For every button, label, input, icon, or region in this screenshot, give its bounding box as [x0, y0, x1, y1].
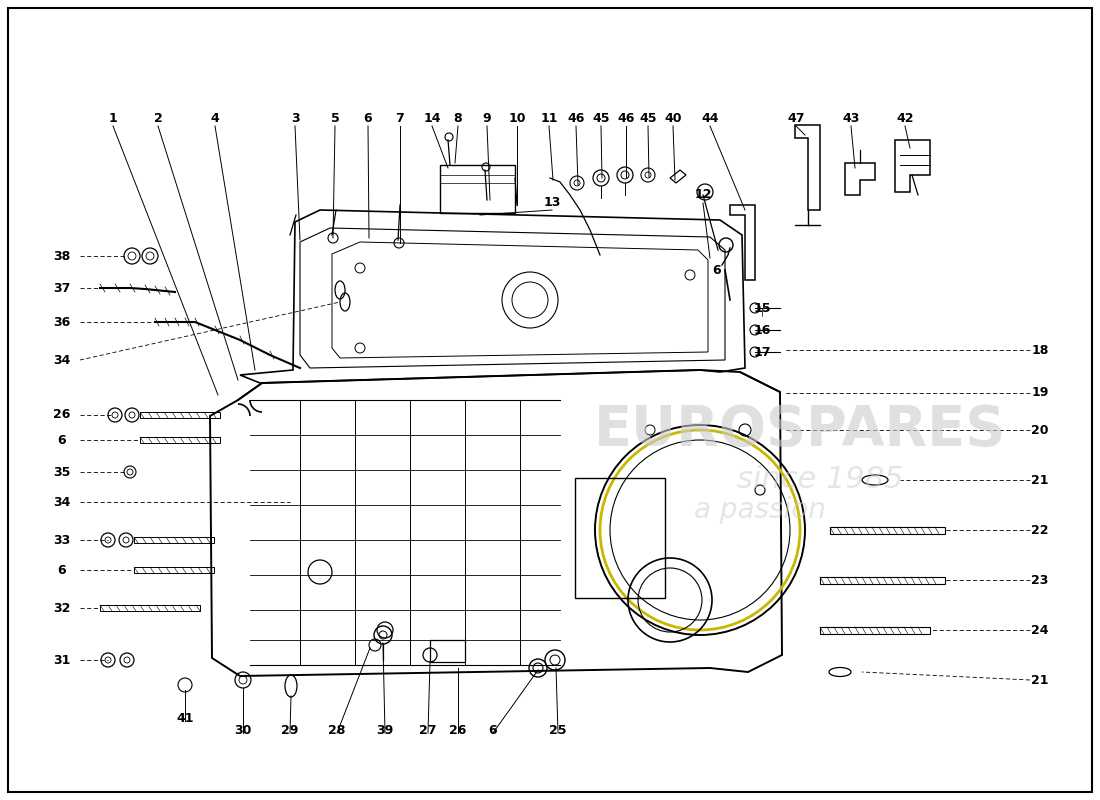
Text: 33: 33: [54, 534, 70, 546]
Text: 42: 42: [896, 111, 914, 125]
Text: 22: 22: [1032, 523, 1048, 537]
Text: 21: 21: [1032, 474, 1048, 486]
Text: 4: 4: [210, 111, 219, 125]
Text: 17: 17: [754, 346, 771, 358]
Text: 6: 6: [713, 263, 722, 277]
Text: 2: 2: [154, 111, 163, 125]
Bar: [820, 627, 930, 634]
Text: 37: 37: [53, 282, 70, 294]
Text: 47: 47: [788, 111, 805, 125]
Text: 19: 19: [1032, 386, 1048, 399]
Text: 41: 41: [176, 711, 194, 725]
Text: EUROSPARES: EUROSPARES: [594, 403, 1006, 457]
Text: 35: 35: [53, 466, 70, 478]
Bar: [140, 412, 220, 418]
Text: 44: 44: [702, 111, 718, 125]
Text: 46: 46: [617, 111, 635, 125]
Text: 26: 26: [449, 723, 466, 737]
Text: 45: 45: [639, 111, 657, 125]
Text: 11: 11: [540, 111, 558, 125]
Text: 39: 39: [376, 723, 394, 737]
Text: 10: 10: [508, 111, 526, 125]
Bar: [100, 605, 200, 611]
Text: 9: 9: [483, 111, 492, 125]
Bar: [820, 577, 945, 584]
Text: 43: 43: [843, 111, 860, 125]
Text: 6: 6: [488, 723, 497, 737]
Text: 3: 3: [290, 111, 299, 125]
Text: 45: 45: [592, 111, 609, 125]
Text: 24: 24: [1032, 623, 1048, 637]
Text: 32: 32: [53, 602, 70, 614]
Text: 30: 30: [234, 723, 252, 737]
Text: a passion: a passion: [694, 496, 826, 524]
Text: 26: 26: [53, 409, 70, 422]
Text: 15: 15: [754, 302, 771, 314]
Text: 25: 25: [549, 723, 566, 737]
Text: 21: 21: [1032, 674, 1048, 686]
Text: 46: 46: [568, 111, 585, 125]
Text: 5: 5: [331, 111, 340, 125]
Text: 18: 18: [1032, 343, 1048, 357]
Text: 6: 6: [57, 434, 66, 446]
Text: 6: 6: [364, 111, 372, 125]
Bar: [830, 527, 945, 534]
Bar: [440, 165, 515, 213]
Text: 7: 7: [396, 111, 405, 125]
Text: 14: 14: [424, 111, 441, 125]
Text: 38: 38: [54, 250, 70, 262]
Text: 13: 13: [543, 195, 561, 209]
Text: 12: 12: [694, 189, 712, 202]
Bar: [134, 537, 214, 543]
Text: 34: 34: [53, 495, 70, 509]
Text: 23: 23: [1032, 574, 1048, 586]
Text: 1: 1: [109, 111, 118, 125]
Text: 31: 31: [53, 654, 70, 666]
Text: since 1985: since 1985: [737, 466, 903, 494]
Text: 27: 27: [419, 723, 437, 737]
Text: 20: 20: [1032, 423, 1048, 437]
Text: 40: 40: [664, 111, 682, 125]
Text: 8: 8: [453, 111, 462, 125]
Text: 29: 29: [282, 723, 299, 737]
Bar: [575, 478, 666, 598]
Bar: [430, 640, 465, 662]
Bar: [134, 567, 214, 573]
Bar: [140, 437, 220, 443]
Text: 34: 34: [53, 354, 70, 366]
Text: 6: 6: [57, 563, 66, 577]
Text: 36: 36: [54, 315, 70, 329]
Text: 28: 28: [328, 723, 345, 737]
Text: 16: 16: [754, 323, 771, 337]
